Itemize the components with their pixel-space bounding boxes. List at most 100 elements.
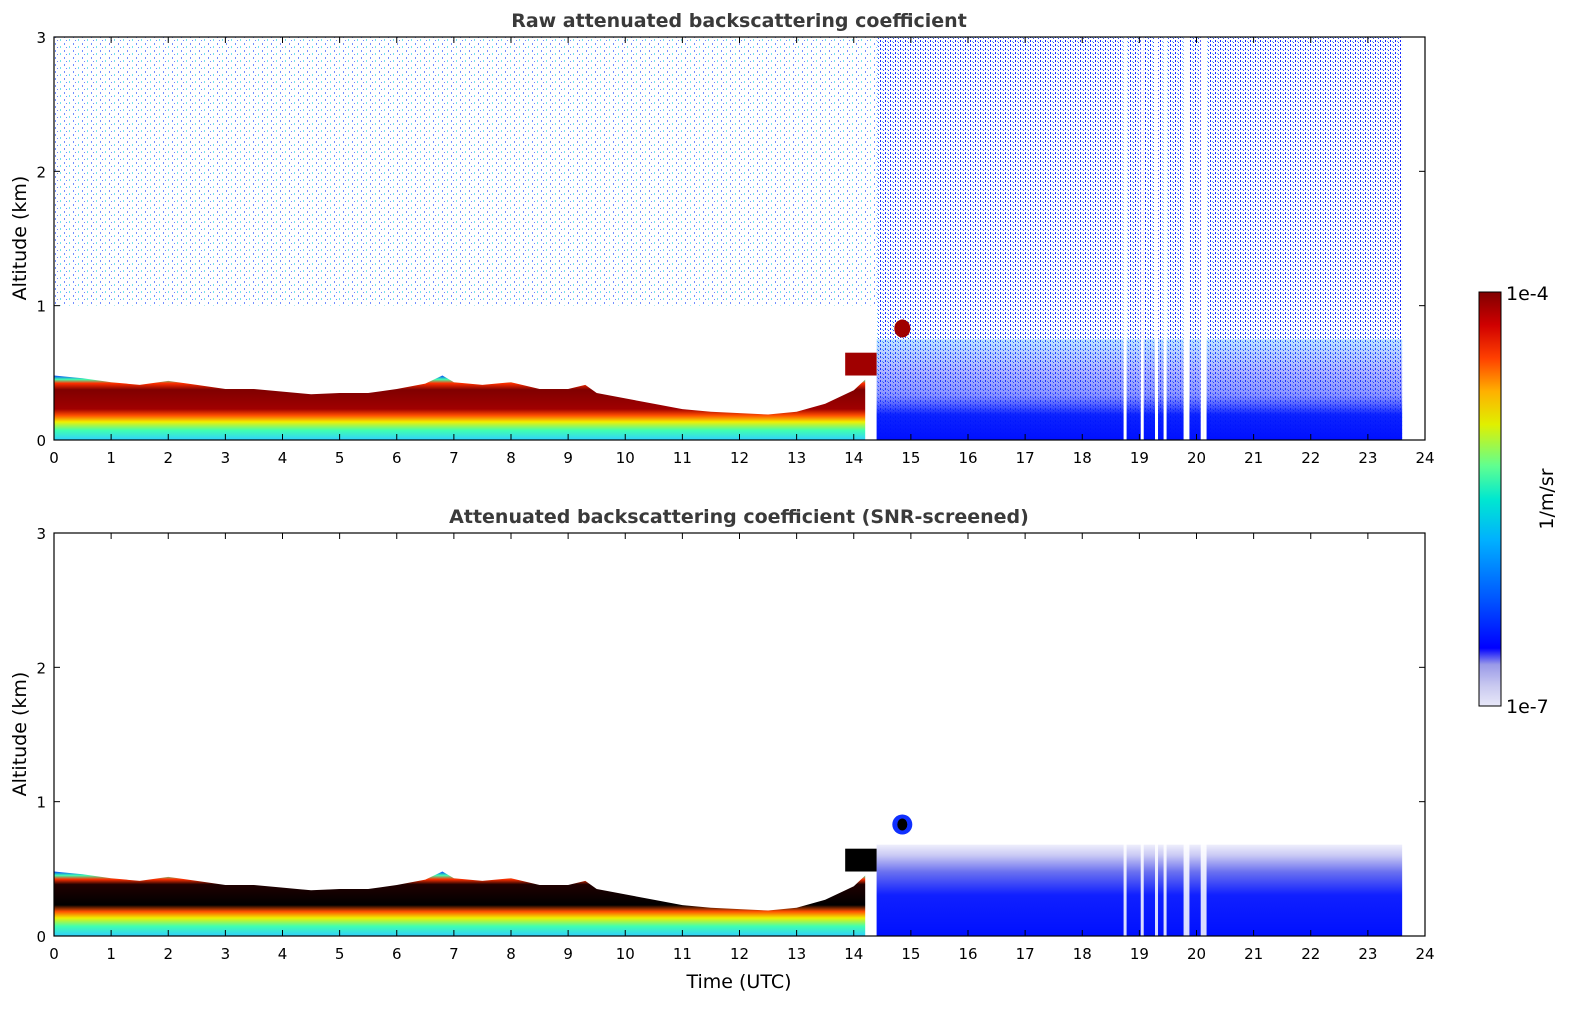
x-tick-label: 21 xyxy=(1244,945,1263,963)
y-tick-label: 0 xyxy=(36,432,46,450)
x-tick-label: 17 xyxy=(1016,449,1035,467)
x-tick-label: 0 xyxy=(49,945,59,963)
boundary-layer xyxy=(54,375,866,440)
near-field-signal xyxy=(876,339,1403,440)
sparse-noise xyxy=(54,37,877,306)
x-tick-label: 10 xyxy=(616,945,635,963)
data-gap xyxy=(1186,533,1190,936)
y-tick-label: 0 xyxy=(36,928,46,946)
data-gap xyxy=(1123,37,1127,440)
x-tick-label: 1 xyxy=(106,945,116,963)
x-tick-label: 10 xyxy=(616,449,635,467)
x-tick-label: 5 xyxy=(335,945,345,963)
x-tick-label: 2 xyxy=(163,449,173,467)
layer-top-feature xyxy=(845,848,877,872)
x-tick-label: 7 xyxy=(449,449,459,467)
x-tick-label: 19 xyxy=(1130,449,1149,467)
x-tick-label: 15 xyxy=(901,945,920,963)
data-gap xyxy=(1163,533,1167,936)
x-tick-label: 18 xyxy=(1073,945,1092,963)
x-tick-label: 15 xyxy=(901,449,920,467)
x-tick-label: 24 xyxy=(1415,945,1434,963)
x-tick-label: 12 xyxy=(730,449,749,467)
chart-title: Raw attenuated backscattering coefficien… xyxy=(511,10,967,32)
x-tick-label: 11 xyxy=(673,449,692,467)
screened-signal xyxy=(876,844,1403,936)
x-tick-label: 14 xyxy=(844,449,863,467)
x-tick-label: 6 xyxy=(392,449,402,467)
data-gap xyxy=(1203,533,1207,936)
x-tick-label: 9 xyxy=(563,449,573,467)
data-gap xyxy=(1155,37,1159,440)
x-tick-label: 6 xyxy=(392,945,402,963)
data-gap xyxy=(1140,37,1144,440)
x-tick-label: 11 xyxy=(673,945,692,963)
data-gap xyxy=(1163,37,1167,440)
x-tick-label: 20 xyxy=(1187,945,1206,963)
y-tick-label: 1 xyxy=(36,794,46,812)
x-tick-label: 23 xyxy=(1358,449,1377,467)
x-tick-label: 8 xyxy=(506,945,516,963)
plot-area xyxy=(54,37,1403,440)
y-tick-label: 2 xyxy=(36,163,46,181)
x-tick-label: 1 xyxy=(106,449,116,467)
x-tick-label: 0 xyxy=(49,449,59,467)
x-tick-label: 18 xyxy=(1073,449,1092,467)
data-gap xyxy=(1140,533,1144,936)
x-tick-label: 20 xyxy=(1187,449,1206,467)
x-tick-label: 19 xyxy=(1130,945,1149,963)
data-gap xyxy=(1186,37,1190,440)
x-tick-label: 3 xyxy=(221,945,231,963)
y-axis-label: Altitude (km) xyxy=(9,672,31,797)
plot-area xyxy=(54,533,1403,936)
x-axis-label: Time (UTC) xyxy=(685,971,791,993)
x-tick-label: 24 xyxy=(1415,449,1434,467)
boundary-layer xyxy=(54,871,866,936)
axes: 0 1 2 3 4 5 6 7 8 9 10 11 12 13 14 15 16 17 18 19 20 21 22 23 24… xyxy=(36,525,1434,963)
aloft-aerosol-core xyxy=(897,818,908,831)
chart-title: Attenuated backscattering coefficient (S… xyxy=(449,506,1029,528)
x-tick-label: 16 xyxy=(958,945,977,963)
x-tick-label: 23 xyxy=(1358,945,1377,963)
y-tick-label: 3 xyxy=(36,525,46,543)
aloft-aerosol-feature xyxy=(894,319,911,338)
x-tick-label: 5 xyxy=(335,449,345,467)
x-tick-label: 21 xyxy=(1244,449,1263,467)
colorbar-min-label: 1e-7 xyxy=(1506,696,1549,718)
data-gap xyxy=(1183,37,1187,440)
x-tick-label: 13 xyxy=(787,449,806,467)
x-tick-label: 22 xyxy=(1301,945,1320,963)
x-tick-label: 22 xyxy=(1301,449,1320,467)
colorbar: 1e-4 1e-7 1/m/sr xyxy=(1478,283,1558,718)
data-gap xyxy=(1203,37,1207,440)
x-tick-label: 3 xyxy=(221,449,231,467)
x-tick-label: 13 xyxy=(787,945,806,963)
data-gap xyxy=(1155,533,1159,936)
x-tick-label: 17 xyxy=(1016,945,1035,963)
colorbar-gradient xyxy=(1478,291,1502,707)
x-tick-label: 8 xyxy=(506,449,516,467)
y-tick-label: 1 xyxy=(36,298,46,316)
x-tick-label: 4 xyxy=(278,945,288,963)
x-tick-label: 2 xyxy=(163,945,173,963)
panel-screened: Attenuated backscattering coefficient (S… xyxy=(9,506,1435,993)
y-tick-label: 3 xyxy=(36,29,46,47)
x-tick-label: 4 xyxy=(278,449,288,467)
colorbar-label: 1/m/sr xyxy=(1536,468,1558,529)
data-gap xyxy=(1183,533,1187,936)
data-gap xyxy=(1123,533,1127,936)
x-tick-label: 16 xyxy=(958,449,977,467)
colorbar-max-label: 1e-4 xyxy=(1506,283,1549,305)
panel-raw: Raw attenuated backscattering coefficien… xyxy=(9,10,1435,467)
data-gap xyxy=(1200,533,1204,936)
x-tick-label: 14 xyxy=(844,945,863,963)
y-tick-label: 2 xyxy=(36,659,46,677)
x-tick-label: 12 xyxy=(730,945,749,963)
x-tick-label: 9 xyxy=(563,945,573,963)
axes: 0 1 2 3 4 5 6 7 8 9 10 11 12 13 14 15 16 17 18 19 20 21 22 23 24… xyxy=(36,29,1434,467)
x-tick-label: 7 xyxy=(449,945,459,963)
layer-top-feature xyxy=(845,352,877,376)
data-gap xyxy=(1200,37,1204,440)
y-axis-label: Altitude (km) xyxy=(9,176,31,301)
